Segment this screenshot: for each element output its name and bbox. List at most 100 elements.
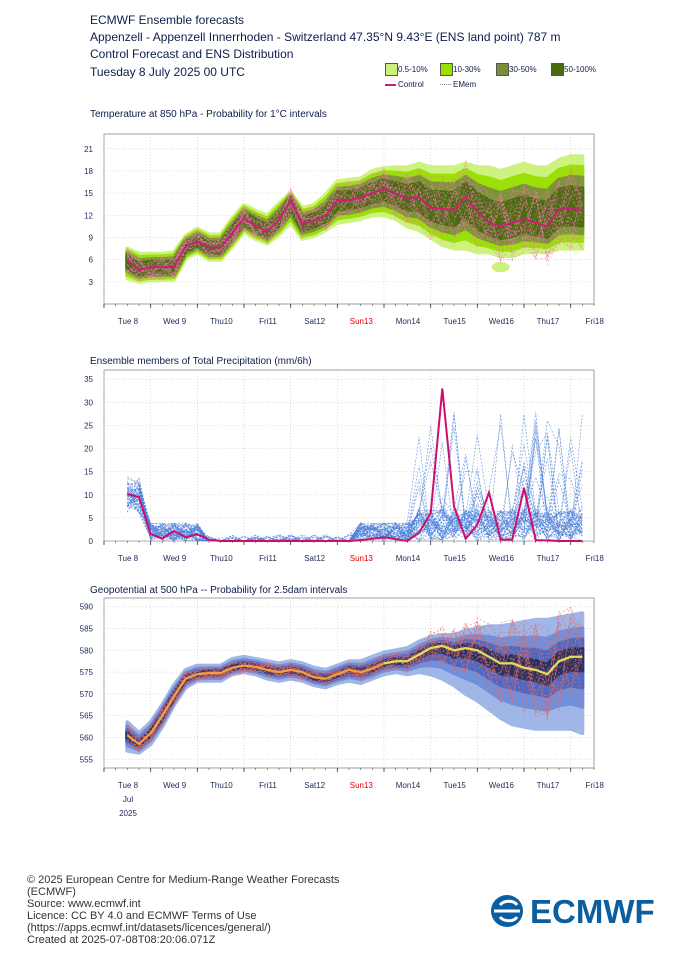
precip-control-line xyxy=(127,388,583,543)
geopotential-panel-title: Geopotential at 500 hPa -- Probability f… xyxy=(90,585,348,596)
precip-ensemble-member xyxy=(127,482,583,542)
geo-ensemble-member xyxy=(127,610,583,747)
temp-isolated-blob xyxy=(491,262,510,273)
temp-control-line xyxy=(126,187,583,272)
x-tick-label: Wed16 xyxy=(489,554,515,563)
x-tick-label: Fri18 xyxy=(586,554,605,563)
y-tick-label: 585 xyxy=(80,625,94,634)
x-tick-label: Wed 9 xyxy=(163,554,187,563)
precip-ensemble-member xyxy=(127,495,583,542)
precip-ensemble-member xyxy=(127,454,583,542)
footer-copyright: © 2025 European Centre for Medium-Range … xyxy=(27,874,340,898)
footer-created: Created at 2025-07-08T08:20:06.071Z xyxy=(27,934,216,946)
x-tick-label: Tue15 xyxy=(443,317,466,326)
ecmwf-logo-icon: ECMWF xyxy=(491,893,655,930)
legend-label-1: 0.5-10% xyxy=(398,65,428,74)
geo-ensemble-member xyxy=(127,620,583,749)
y-tick-label: 35 xyxy=(84,375,93,384)
precip-ensemble-member xyxy=(127,444,583,542)
x-tick-label: Thu17 xyxy=(537,781,560,790)
precip-ensemble-member xyxy=(127,494,583,542)
precip-ensemble-member xyxy=(127,486,583,542)
legend-label-3: 30-50% xyxy=(509,65,537,74)
y-tick-label: 580 xyxy=(80,646,94,655)
y-tick-label: 9 xyxy=(89,233,94,242)
y-tick-label: 10 xyxy=(84,491,93,500)
y-tick-label: 25 xyxy=(84,421,93,430)
geo-ensemble-member xyxy=(127,619,583,752)
precip-ensemble-member xyxy=(127,491,583,542)
x-tick-label: Tue 8 xyxy=(118,317,139,326)
y-tick-label: 30 xyxy=(84,398,93,407)
temp-ensemble-member xyxy=(127,172,583,278)
x-tick-label: Fri18 xyxy=(586,317,605,326)
header-location: Appenzell - Appenzell Innerrhoden - Swit… xyxy=(90,30,561,44)
y-tick-label: 3 xyxy=(89,278,94,287)
legend-emem-line xyxy=(440,84,451,85)
geo-ensemble-member xyxy=(127,620,583,743)
x-tick-label: Sat12 xyxy=(304,554,325,563)
precip-ensemble-member xyxy=(127,482,583,542)
ecmwf-logo-text: ECMWF xyxy=(530,893,655,929)
temp-ensemble-member xyxy=(127,177,583,280)
plot-frame xyxy=(103,369,595,542)
legend-swatch-1 xyxy=(385,63,398,76)
x-tick-label: Thu17 xyxy=(537,317,560,326)
geo-ensemble-member xyxy=(127,622,583,739)
temp-ensemble-member xyxy=(127,172,583,280)
x-tick-label: Fri11 xyxy=(259,317,277,326)
precip-ensemble-member xyxy=(127,438,583,542)
precip-ensemble-member xyxy=(127,465,583,542)
geo-ensemble-member xyxy=(127,624,583,740)
precip-ensemble-member xyxy=(127,492,583,542)
precip-ensemble-member xyxy=(127,425,583,542)
y-tick-label: 5 xyxy=(89,514,94,523)
x-tick-label: Wed16 xyxy=(489,317,515,326)
precip-ensemble-member xyxy=(127,484,583,542)
x-tick-label: Wed 9 xyxy=(163,781,187,790)
y-tick-label: 590 xyxy=(80,603,94,612)
y-tick-label: 6 xyxy=(89,256,94,265)
y-tick-label: 21 xyxy=(84,145,93,154)
temp-ensemble-member xyxy=(127,175,583,278)
temp-ensemble-member xyxy=(127,171,583,278)
y-tick-label: 570 xyxy=(80,690,94,699)
header-title: ECMWF Ensemble forecasts xyxy=(90,13,245,27)
x-tick-label: Mon14 xyxy=(396,781,421,790)
y-tick-label: 15 xyxy=(84,189,93,198)
legend-emem-label: EMem xyxy=(453,80,477,89)
x-tick-label: Mon14 xyxy=(396,317,421,326)
y-tick-label: 20 xyxy=(84,445,93,454)
x-tick-label: Mon14 xyxy=(396,554,421,563)
legend-control-label: Control xyxy=(398,80,424,89)
x-tick-label: Thu10 xyxy=(210,554,233,563)
x-tick-label: Tue15 xyxy=(443,554,466,563)
header-date: Tuesday 8 July 2025 00 UTC xyxy=(90,65,245,79)
x-tick-label: Sat12 xyxy=(304,781,325,790)
geo-ensemble-member xyxy=(127,623,583,748)
x-tick-label: Sun13 xyxy=(350,317,374,326)
temp-ensemble-member xyxy=(127,179,583,280)
x-month-label: Jul xyxy=(123,795,133,804)
temp-ensemble-member xyxy=(127,173,583,273)
temp-ensemble-member xyxy=(127,178,583,279)
geo-control-line-late xyxy=(383,644,583,676)
x-tick-label: Wed 9 xyxy=(163,317,187,326)
y-tick-label: 18 xyxy=(84,167,93,176)
y-tick-label: 12 xyxy=(84,211,93,220)
y-tick-label: 560 xyxy=(80,733,94,742)
x-tick-label: Tue 8 xyxy=(118,554,139,563)
temp-ensemble-member xyxy=(127,159,583,273)
x-tick-label: Tue 8 xyxy=(118,781,139,790)
temp-ensemble-member xyxy=(127,182,583,274)
temperature-panel-title: Temperature at 850 hPa - Probability for… xyxy=(90,109,327,120)
x-tick-label: Sun13 xyxy=(350,781,374,790)
legend-label-2: 10-30% xyxy=(453,65,481,74)
x-tick-label: Fri11 xyxy=(259,781,277,790)
y-tick-label: 565 xyxy=(80,712,94,721)
legend-label-4: 50-100% xyxy=(564,65,597,74)
footer-source: Source: www.ecmwf.int xyxy=(27,898,141,910)
ecmwf-logo[interactable]: ECMWF xyxy=(490,893,675,934)
precipitation-panel-title: Ensemble members of Total Precipitation … xyxy=(90,356,312,367)
